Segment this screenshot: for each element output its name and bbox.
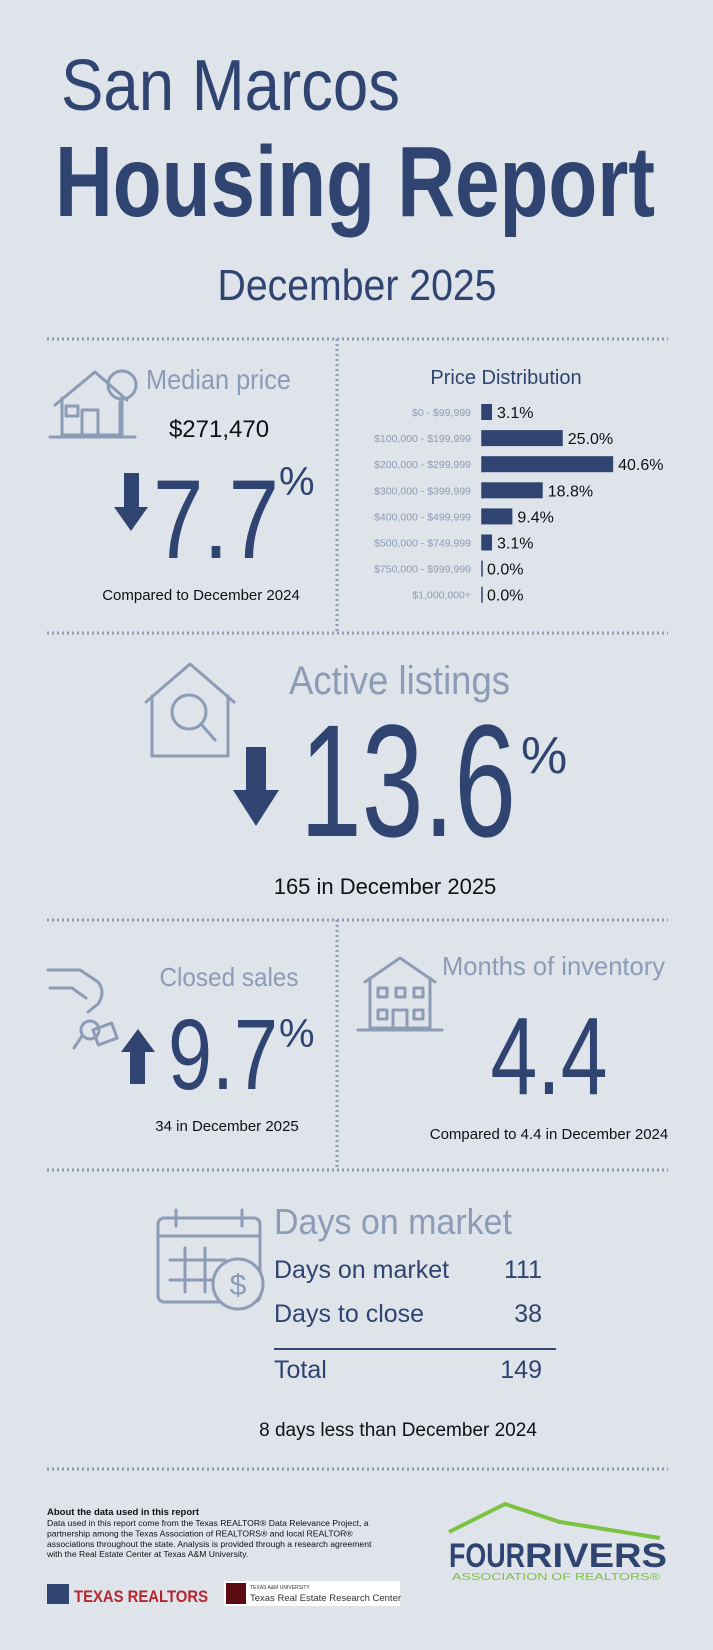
closed-sales-label: Closed sales — [160, 962, 299, 992]
texas-realtors: TEXAS REALTORS — [74, 1587, 208, 1606]
row-value: 149 — [500, 1356, 542, 1384]
association: ASSOCIATION OF REALTORS® — [452, 1572, 661, 1583]
bar — [482, 456, 614, 473]
bar — [482, 404, 493, 420]
tamu-mark — [226, 1583, 246, 1604]
row-label: Total — [274, 1356, 327, 1384]
price-range: $500,000 - $749,999 — [374, 538, 471, 550]
bar-label: 40.6% — [618, 457, 663, 474]
about-line: with the Real Estate Center at Texas A&M… — [46, 1549, 248, 1559]
four: FOUR — [449, 1537, 525, 1575]
calendar-icon: $ — [156, 1208, 265, 1311]
days-label: Days on market — [274, 1201, 512, 1242]
city: San Marcos — [61, 46, 400, 126]
bar-label: 3.1% — [497, 405, 533, 422]
percent-sign: % — [521, 727, 567, 785]
days-table: Days on market 111 Days to close 38 Total 149 — [274, 1256, 542, 1384]
tamu: Texas Real Estate Research Center — [250, 1593, 401, 1604]
down-arrow — [114, 473, 148, 531]
active-listings-change: 13.6 — [300, 691, 516, 870]
about-line: associations throughout the state. Analy… — [47, 1539, 372, 1549]
price-distribution: $0 - $99,999 3.1% $100,000 - $199,999 25.0%… — [374, 404, 664, 605]
row-label: Days on market — [274, 1256, 449, 1284]
comparison: Compared to December 2024 — [102, 587, 300, 604]
inventory-value: 4.4 — [491, 995, 608, 1118]
row-value: 111 — [504, 1256, 542, 1284]
bar — [482, 482, 543, 499]
row-label: Days to close — [274, 1300, 424, 1328]
percent-sign: % — [279, 1012, 315, 1056]
up-arrow — [121, 1029, 155, 1084]
tamu-box — [224, 1581, 400, 1606]
bar-label: 0.0% — [487, 562, 523, 579]
median-price: $271,470 — [169, 416, 269, 443]
distribution-title: Price Distribution — [430, 367, 581, 389]
row-value: 38 — [514, 1300, 542, 1328]
house-icon — [48, 369, 138, 439]
bar — [482, 534, 493, 551]
price-range: $300,000 - $399,999 — [374, 485, 471, 497]
bar — [482, 430, 563, 447]
down-arrow — [233, 747, 279, 826]
days-note: 8 days less than December 2024 — [259, 1420, 537, 1441]
period: December 2025 — [218, 261, 497, 310]
search-house-icon — [144, 662, 236, 758]
price-range: $1,000,000+ — [412, 590, 471, 602]
price-range: $100,000 - $199,999 — [374, 433, 471, 445]
inventory-label: Months of inventory — [442, 951, 665, 981]
about-text: Data used in this report come from the T… — [46, 1518, 372, 1559]
tr-logo-mark — [47, 1584, 69, 1604]
price-range: $750,000 - $999,999 — [374, 564, 471, 576]
median-price-label: Median price — [146, 364, 291, 395]
report-title: Housing Report — [55, 126, 655, 238]
active-listings-note: 165 in December 2025 — [274, 874, 497, 899]
active-listings-label: Active listings — [289, 659, 510, 703]
about-title: About the data used in this report — [47, 1507, 200, 1518]
svg-text:$: $ — [230, 1269, 247, 1302]
closed-sales-change: 9.7 — [168, 999, 278, 1111]
price-range: $0 - $99,999 — [412, 407, 471, 419]
percent-sign: % — [279, 460, 315, 504]
about-line: Data used in this report come from the T… — [47, 1518, 369, 1528]
price-range: $200,000 - $299,999 — [374, 459, 471, 471]
closed-sales-note: 34 in December 2025 — [155, 1118, 298, 1135]
bar-label: 18.8% — [548, 483, 593, 500]
bar — [482, 508, 513, 525]
building-icon — [356, 956, 444, 1032]
bar-label: 0.0% — [487, 588, 523, 605]
roof — [448, 1501, 661, 1540]
bar-label: 3.1% — [497, 536, 533, 553]
tamu-small: TEXAS A&M UNIVERSITY — [250, 1585, 310, 1591]
key-icon — [46, 968, 119, 1050]
about-line: partnership among the Texas Association … — [47, 1528, 353, 1538]
price-range: $400,000 - $499,999 — [374, 511, 471, 523]
inventory-note: Compared to 4.4 in December 2024 — [430, 1126, 668, 1143]
bar-label: 9.4% — [517, 509, 553, 526]
rivers: RIVERS — [525, 1537, 667, 1575]
bar-label: 25.0% — [568, 431, 613, 448]
median-price-change: 7.7 — [153, 457, 279, 582]
